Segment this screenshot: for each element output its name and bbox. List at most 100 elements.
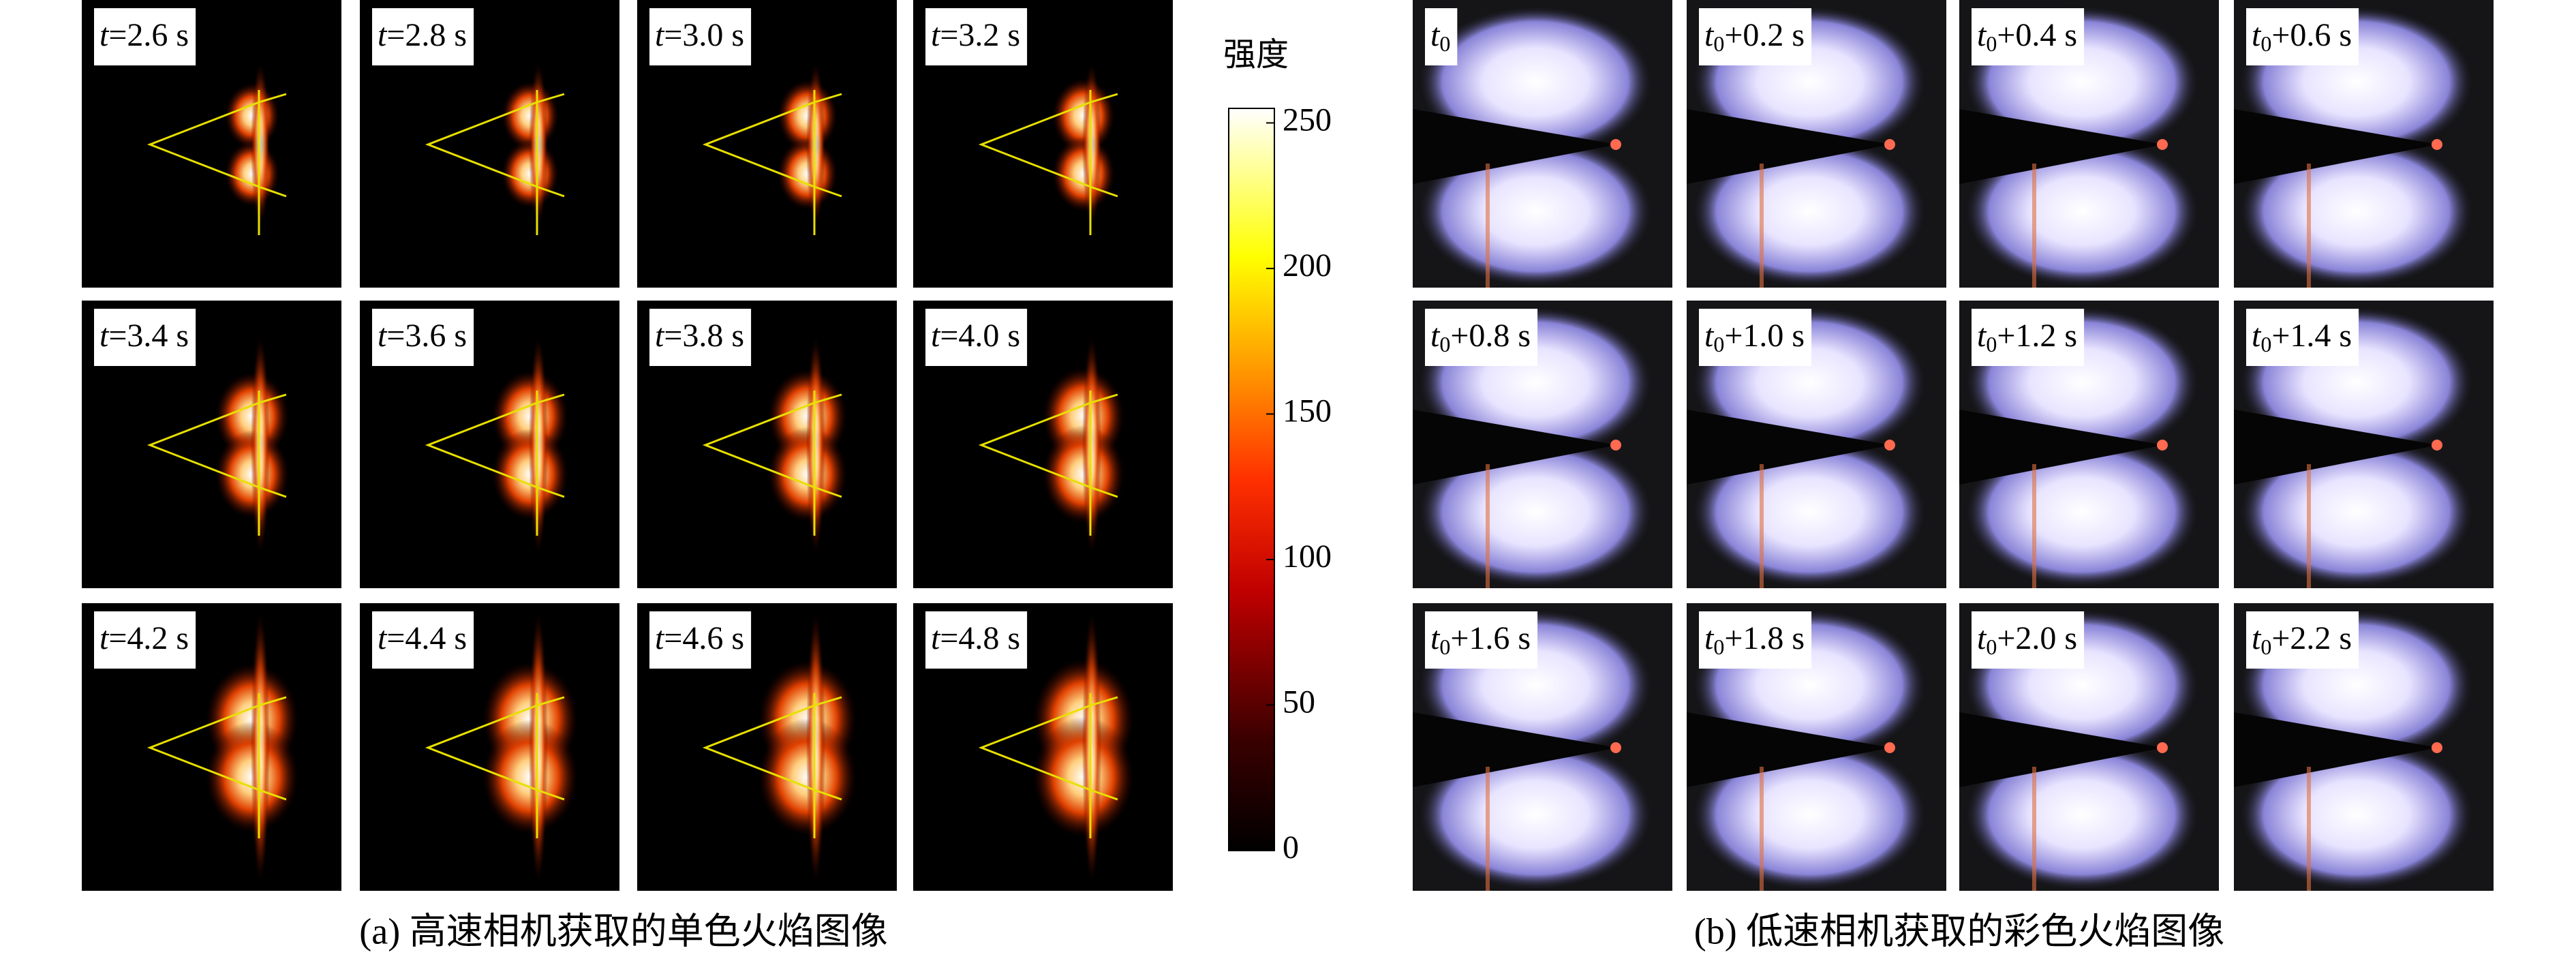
flame-lower: [1966, 136, 2198, 286]
nozzle: [1959, 109, 2164, 184]
label-background: [1972, 8, 2085, 65]
time-label: t=3.0 s: [649, 8, 752, 65]
nozzle-tip: [1610, 742, 1621, 753]
flame-lower: [1966, 437, 2198, 587]
time-label: t=3.6 s: [372, 309, 474, 366]
flame-lower: [1420, 437, 1651, 587]
flame-lower: [2241, 739, 2472, 889]
nozzle: [2234, 712, 2438, 787]
nozzle-tip: [1884, 742, 1895, 753]
time-label-text: t=3.0 s: [655, 17, 744, 53]
label-background: [372, 8, 474, 65]
flame-lower: [2241, 136, 2472, 286]
flame-lower: [1693, 136, 1925, 286]
time-label-text: t0: [1430, 17, 1450, 56]
time-label-text: t0+2.0 s: [1977, 620, 2077, 659]
nozzle-tip: [2157, 139, 2168, 150]
label-background: [1972, 611, 2085, 669]
colorbar-tick-label: 100: [1283, 538, 1332, 575]
label-background: [1699, 309, 1812, 366]
time-label: t=4.4 s: [372, 611, 474, 669]
nozzle: [2234, 410, 2438, 485]
flame-edge: [251, 336, 270, 554]
time-label: t=2.6 s: [94, 8, 196, 65]
time-label-text: t0+1.8 s: [1704, 620, 1805, 659]
color-panel: [1413, 0, 1672, 288]
nozzle: [1959, 410, 2164, 485]
nozzle: [1687, 410, 1891, 485]
nozzle-tip: [2432, 440, 2442, 451]
flame-edge: [1082, 336, 1101, 554]
label-background: [1425, 309, 1538, 366]
flame-edge: [1082, 63, 1101, 226]
time-label: t0+0.2 s: [1699, 8, 1812, 65]
label-background: [94, 611, 196, 669]
time-label-text: t=4.4 s: [378, 620, 467, 656]
label-background: [649, 611, 752, 669]
time-label: t=4.8 s: [925, 611, 1028, 669]
time-label-text: t0+0.4 s: [1977, 17, 2077, 56]
colorbar-title: 强度: [1223, 37, 1289, 73]
nozzle-tip: [2432, 742, 2442, 753]
caption-a: (a) 高速相机获取的单色火焰图像: [359, 911, 887, 951]
nozzle-tip: [2157, 440, 2168, 451]
label-background: [1699, 8, 1812, 65]
flame-lower: [1420, 739, 1651, 889]
caption-b: (b) 低速相机获取的彩色火焰图像: [1694, 911, 2224, 951]
colorbar-tick-label: 150: [1283, 393, 1332, 429]
flame-edge: [806, 63, 825, 226]
flame-lower: [1420, 136, 1651, 286]
nozzle-tip: [2157, 742, 2168, 753]
nozzle: [2234, 109, 2438, 184]
nozzle: [1687, 109, 1891, 184]
label-background: [925, 611, 1028, 669]
time-label-text: t=4.0 s: [931, 318, 1020, 354]
flame-upper: [1420, 7, 1651, 157]
flame-edge: [251, 611, 270, 884]
time-label: t0+0.6 s: [2246, 8, 2359, 65]
colorbar: [1228, 108, 1275, 851]
flame-lower: [1966, 739, 2198, 889]
time-label-text: t=4.6 s: [655, 620, 744, 656]
label-background: [1425, 611, 1538, 669]
time-label-text: t=3.6 s: [378, 318, 467, 354]
time-label: t=3.8 s: [649, 309, 752, 366]
flame-edge: [806, 336, 825, 554]
time-label-text: t0+1.0 s: [1704, 318, 1805, 356]
color-panel: [1413, 301, 1672, 588]
flame-edge: [529, 63, 548, 226]
time-label-text: t=3.4 s: [99, 318, 189, 354]
time-label-text: t=4.2 s: [99, 620, 189, 656]
time-label-text: t0+0.2 s: [1704, 17, 1805, 56]
nozzle-outline: [702, 696, 842, 801]
time-label: t0+1.2 s: [1972, 309, 2085, 366]
nozzle-outline: [425, 93, 565, 198]
time-label: t0+1.4 s: [2246, 309, 2359, 366]
nozzle: [1413, 109, 1617, 184]
time-label-text: t0+0.8 s: [1430, 318, 1531, 356]
nozzle-tip: [1884, 139, 1895, 150]
time-label: t0+1.8 s: [1699, 611, 1812, 669]
nozzle-outline: [702, 393, 842, 498]
nozzle-outline: [978, 93, 1118, 198]
time-label: t0+2.0 s: [1972, 611, 2085, 669]
nozzle-outline: [425, 696, 565, 801]
nozzle-tip: [1610, 139, 1621, 150]
colorbar-tick-label: 200: [1283, 247, 1332, 284]
label-background: [1699, 611, 1812, 669]
time-label: t0: [1425, 8, 1458, 65]
nozzle-outline: [978, 696, 1118, 801]
time-label: t=4.0 s: [925, 309, 1028, 366]
flame-lower: [1693, 739, 1925, 889]
nozzle-outline: [702, 93, 842, 198]
time-label-text: t0+1.6 s: [1430, 620, 1531, 659]
flame-edge: [1082, 611, 1101, 884]
label-background: [925, 309, 1028, 366]
nozzle-outline: [425, 393, 565, 498]
time-label-text: t=4.8 s: [931, 620, 1020, 656]
label-background: [649, 309, 752, 366]
label-background: [925, 8, 1028, 65]
flame-edge: [806, 611, 825, 884]
nozzle-tip: [1884, 440, 1895, 451]
color-panel: [1413, 603, 1672, 891]
